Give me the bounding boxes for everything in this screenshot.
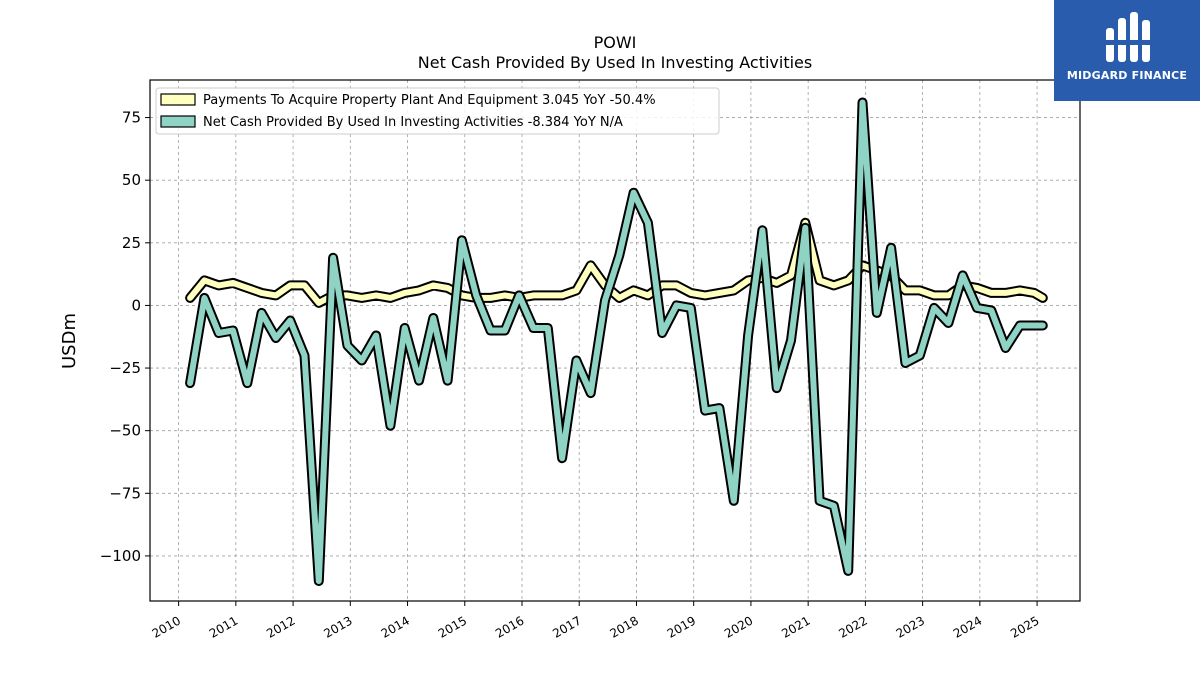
- legend-swatch-capex: [160, 93, 196, 106]
- grid: [150, 80, 1080, 601]
- x-tick-label: 2021: [779, 613, 812, 640]
- brand-logo-mark-icon: [1106, 12, 1150, 62]
- y-tick-label: −50: [109, 422, 141, 440]
- brand-logo-text: MIDGARD FINANCE: [1066, 69, 1188, 82]
- y-tick-label: 25: [122, 234, 141, 252]
- y-axis-label: USDm: [59, 313, 80, 369]
- y-tick-label: 50: [122, 171, 141, 189]
- x-tick-label: 2020: [722, 613, 755, 640]
- x-tick-label: 2017: [550, 613, 583, 640]
- x-tick-label: 2019: [665, 613, 698, 640]
- x-axis: 2010 2011 2012 2013 2014 2015 2016 2017 2018 2019…: [150, 601, 1042, 641]
- legend-label-investing: Net Cash Provided By Used In Investing A…: [203, 115, 623, 130]
- x-tick-label: 2010: [150, 613, 183, 640]
- x-tick-label: 2016: [493, 613, 526, 640]
- x-tick-label: 2014: [379, 613, 412, 640]
- y-tick-label: 0: [131, 296, 141, 314]
- x-tick-label: 2018: [608, 613, 641, 640]
- x-tick-label: 2024: [951, 613, 984, 640]
- plot-frame: [149, 79, 1081, 602]
- series-lines: [185, 97, 1048, 586]
- chart-title: POWI: [594, 33, 637, 52]
- x-tick-label: 2015: [436, 613, 469, 640]
- y-axis: 75 50 25 0 −25 −50 −75 −100: [100, 109, 150, 565]
- x-tick-label: 2022: [836, 613, 869, 640]
- chart-subtitle: Net Cash Provided By Used In Investing A…: [418, 53, 812, 72]
- series-line-1: [187, 99, 1046, 584]
- y-tick-label: 75: [122, 109, 141, 127]
- y-tick-label: −100: [100, 547, 141, 565]
- y-tick-label: −75: [109, 484, 141, 502]
- x-tick-label: 2012: [264, 613, 297, 640]
- legend-swatch-investing: [160, 115, 196, 128]
- legend-box: [155, 87, 720, 135]
- x-tick-label: 2023: [894, 613, 927, 640]
- x-tick-label: 2013: [321, 613, 354, 640]
- x-tick-label: 2025: [1008, 613, 1041, 640]
- brand-logo: MIDGARD FINANCE: [1054, 0, 1200, 101]
- x-tick-label: 2011: [207, 613, 240, 640]
- legend-label-capex: Payments To Acquire Property Plant And E…: [203, 93, 656, 108]
- legend: Payments To Acquire Property Plant And E…: [155, 87, 720, 135]
- y-tick-label: −25: [109, 359, 141, 377]
- series-outline-1: [185, 97, 1048, 586]
